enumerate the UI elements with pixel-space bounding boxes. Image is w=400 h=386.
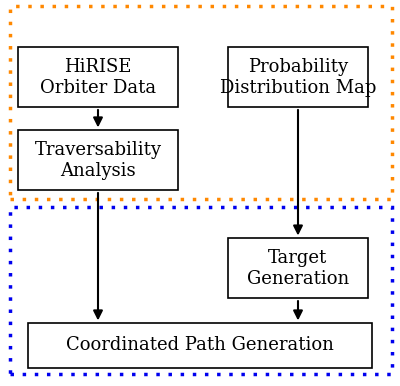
Bar: [228, 239, 368, 298]
Bar: [28, 323, 372, 367]
Bar: [18, 130, 178, 190]
Text: Coordinated Path Generation: Coordinated Path Generation: [66, 337, 334, 354]
Text: Target
Generation: Target Generation: [247, 249, 349, 288]
Bar: [18, 47, 178, 107]
Bar: [228, 47, 368, 107]
Text: HiRISE
Orbiter Data: HiRISE Orbiter Data: [40, 58, 156, 96]
Text: Probability
Distribution Map: Probability Distribution Map: [220, 58, 376, 96]
Bar: [10, 6, 392, 199]
Bar: [10, 207, 392, 374]
Text: Traversability
Analysis: Traversability Analysis: [34, 141, 162, 179]
